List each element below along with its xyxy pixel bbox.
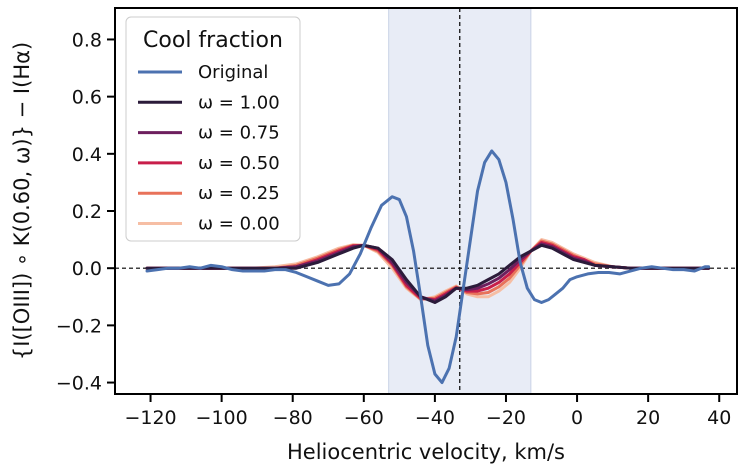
x-tick-label: −120 xyxy=(124,407,176,429)
x-tick-label: 20 xyxy=(636,407,660,429)
legend-label--0.50: ω = 0.50 xyxy=(198,153,280,174)
legend-label--0.00: ω = 0.00 xyxy=(198,214,280,235)
x-tick-label: −60 xyxy=(344,407,384,429)
axes-frame xyxy=(114,7,738,395)
legend-label--0.75: ω = 0.75 xyxy=(198,123,280,144)
y-tick-label: −0.4 xyxy=(56,373,102,395)
legend-label--0.25: ω = 0.25 xyxy=(198,183,280,204)
legend-label-original: Original xyxy=(198,62,268,83)
x-tick-label: −40 xyxy=(415,407,455,429)
x-axis-label: Heliocentric velocity, km/s xyxy=(287,440,565,464)
series-group xyxy=(145,149,711,385)
x-tick-label: −20 xyxy=(486,407,526,429)
y-tick-label: 0.2 xyxy=(72,201,102,223)
axes: −120 −100 −80 −60 −40 −20 0 20 40 −0.4 −0.2 0.0 0.2 0… xyxy=(10,7,738,464)
x-tick-label: −100 xyxy=(196,407,248,429)
x-tick-label: 40 xyxy=(707,407,731,429)
y-tick-label: 0.8 xyxy=(72,29,102,51)
y-axis-label: {I([OIII]) ∘ K(0.60, ω)} − I(Hα) xyxy=(10,42,34,360)
y-tick-label: 0.4 xyxy=(72,144,102,166)
series-line-original xyxy=(145,149,711,385)
y-tick-label: −0.2 xyxy=(56,315,102,337)
legend-label--1.00: ω = 1.00 xyxy=(198,92,280,113)
x-tick-label: 0 xyxy=(571,407,583,429)
legend: Cool fraction Original ω = 1.00 ω = 0.75 ω =… xyxy=(125,16,301,242)
y-tick-label: 0.6 xyxy=(72,87,102,109)
legend-title: Cool fraction xyxy=(143,28,283,53)
x-tick-label: −80 xyxy=(273,407,313,429)
plot-area xyxy=(115,7,737,395)
y-tick-label: 0.0 xyxy=(72,258,102,280)
